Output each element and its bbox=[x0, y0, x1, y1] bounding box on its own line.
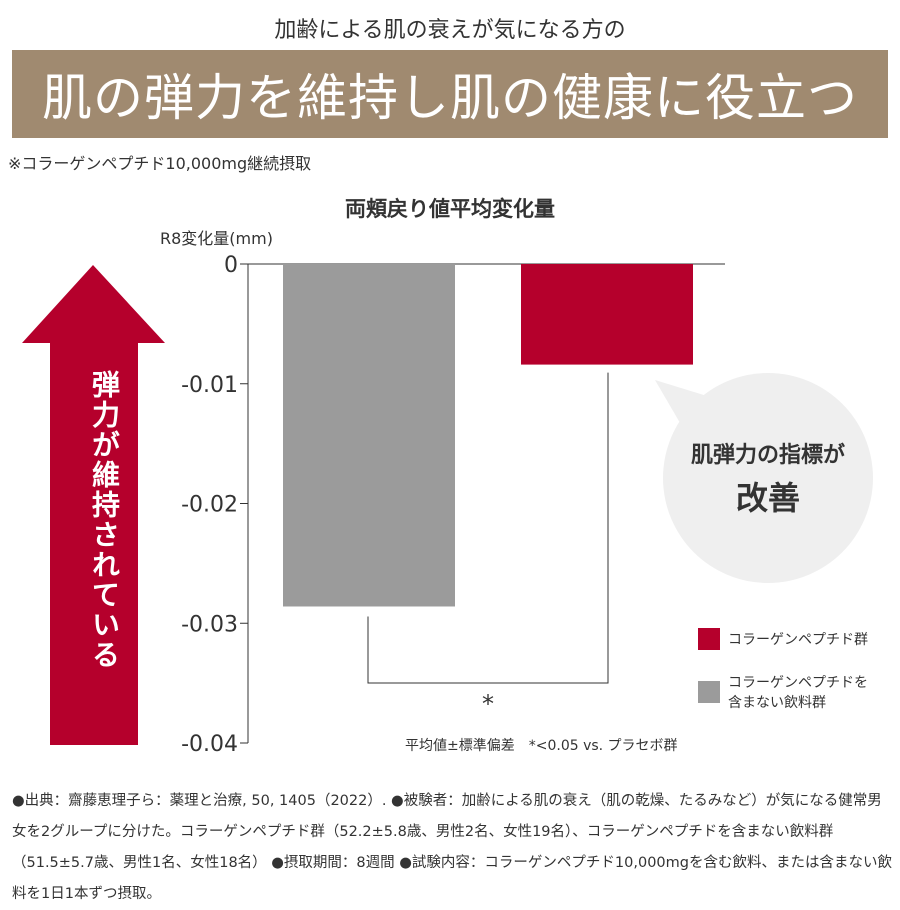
callout-bubble: 肌弾力の指標が 改善 bbox=[663, 373, 873, 583]
headline-text: 肌の弾力を維持し肌の健康に役立つ bbox=[42, 69, 858, 127]
legend-swatch-red bbox=[698, 628, 720, 650]
footnote: ●出典：齋藤恵理子ら：薬理と治療, 50, 1405（2022）. ●被験者：加… bbox=[12, 793, 892, 902]
y-axis-label: R8変化量(mm) bbox=[160, 229, 273, 248]
legend-label: コラーゲンペプチド群 bbox=[728, 632, 868, 648]
bar-0 bbox=[283, 264, 455, 607]
legend-swatch-gray bbox=[698, 681, 720, 703]
legend-label-1: コラーゲンペプチドを bbox=[728, 675, 868, 691]
legend-item-collagen: コラーゲンペプチド群 bbox=[698, 628, 868, 650]
callout-line-1: 肌弾力の指標が bbox=[690, 443, 845, 468]
subtitle: 加齢による肌の衰えが気になる方の bbox=[274, 18, 626, 43]
significance-marker: * bbox=[482, 690, 494, 718]
y-tick-label: -0.02 bbox=[181, 493, 238, 518]
headline-banner: 肌の弾力を維持し肌の健康に役立つ bbox=[12, 50, 888, 138]
callout-line-2: 改善 bbox=[735, 479, 800, 517]
arrow-label: 弾力が維持されている bbox=[88, 370, 121, 670]
y-tick-label: -0.01 bbox=[181, 373, 238, 398]
statistics-note: 平均値±標準偏差 *<0.05 vs. プラセボ群 bbox=[405, 738, 678, 754]
legend-item-placebo: コラーゲンペプチドを 含まない飲料群 bbox=[698, 672, 868, 712]
y-tick-label: -0.04 bbox=[181, 732, 238, 757]
dosage-note: ※コラーゲンペプチド10,000mg継続摂取 bbox=[8, 154, 312, 173]
bar-1 bbox=[521, 264, 693, 365]
chart-title: 両頬戻り値平均変化量 bbox=[345, 197, 555, 221]
y-tick-label: -0.03 bbox=[181, 612, 238, 637]
legend-label-2: 含まない飲料群 bbox=[728, 695, 826, 711]
significance-bracket bbox=[367, 372, 609, 684]
y-tick-label: 0 bbox=[224, 253, 238, 278]
up-arrow-icon bbox=[22, 265, 165, 745]
